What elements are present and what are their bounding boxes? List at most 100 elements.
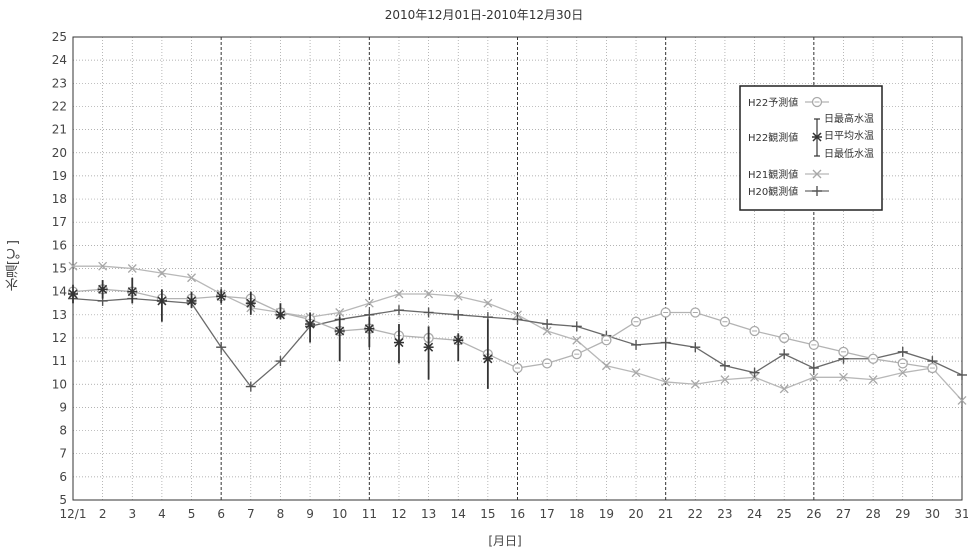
legend-label: H22予測値 <box>748 96 798 109</box>
data-point-circle <box>630 316 642 327</box>
legend-label: H20観測値 <box>748 185 798 198</box>
data-point-x <box>957 395 967 405</box>
data-point-asterisk <box>156 296 167 306</box>
data-point-circle <box>897 358 908 369</box>
data-point-plus <box>571 321 582 332</box>
legend-marker-circle <box>811 96 823 108</box>
series-line <box>72 288 933 369</box>
data-point-plus <box>423 307 434 318</box>
y-tick-label: 23 <box>52 76 67 90</box>
x-tick-label: 5 <box>188 507 196 521</box>
x-tick-label: 14 <box>451 507 466 521</box>
data-point-plus <box>512 314 523 325</box>
y-tick-label: 11 <box>52 354 67 368</box>
x-tick-label: 20 <box>628 507 643 521</box>
series-asterisk <box>68 277 493 389</box>
x-tick-label: 7 <box>247 507 255 521</box>
x-tick-label: 4 <box>158 507 166 521</box>
legend-label: H21観測値 <box>748 168 798 181</box>
data-point-asterisk <box>364 324 375 334</box>
x-tick-label: 30 <box>925 507 940 521</box>
data-point-circle <box>541 358 553 369</box>
y-tick-label: 9 <box>59 400 67 414</box>
legend-note: 日最低水温 <box>824 147 874 160</box>
data-point-x <box>839 372 848 382</box>
x-tick-label: 6 <box>217 507 225 521</box>
data-point-circle <box>927 362 938 374</box>
data-point-x <box>187 273 196 283</box>
data-point-plus <box>660 337 671 348</box>
x-tick-label: 29 <box>895 507 910 521</box>
x-tick-label: 16 <box>510 507 525 521</box>
x-tick-label: 10 <box>332 507 347 521</box>
data-point-plus <box>542 319 553 330</box>
x-tick-label: 28 <box>865 507 880 521</box>
y-tick-label: 7 <box>59 447 67 461</box>
data-point-asterisk <box>393 338 404 348</box>
data-point-plus <box>245 381 256 392</box>
legend-marker-plus <box>812 186 822 196</box>
data-point-x <box>720 375 730 385</box>
data-point-x <box>335 308 345 317</box>
data-point-circle <box>749 325 760 337</box>
y-tick-label: 14 <box>52 285 67 299</box>
data-point-plus <box>453 309 464 320</box>
data-point-x <box>483 298 493 308</box>
data-point-plus <box>631 339 642 350</box>
chart-title: 2010年12月01日-2010年12月30日 <box>384 8 584 22</box>
data-point-x <box>690 379 700 389</box>
y-tick-label: 18 <box>52 192 67 206</box>
data-point-asterisk <box>186 296 197 306</box>
data-point-asterisk <box>482 354 493 364</box>
x-tick-label: 25 <box>777 507 792 521</box>
x-tick-label: 22 <box>688 507 703 521</box>
legend-label: H22観測値 <box>748 131 798 144</box>
y-tick-label: 24 <box>52 53 67 67</box>
data-point-x <box>157 268 167 278</box>
data-point-x <box>898 368 908 378</box>
data-point-plus <box>749 367 760 378</box>
data-point-asterisk <box>334 326 345 336</box>
y-tick-label: 6 <box>59 470 67 484</box>
y-tick-label: 20 <box>52 146 67 160</box>
data-point-circle <box>867 353 879 364</box>
data-point-asterisk <box>127 287 138 297</box>
data-point-x <box>364 298 374 308</box>
x-tick-label: 17 <box>539 507 554 521</box>
data-point-asterisk <box>453 335 464 345</box>
y-tick-label: 5 <box>59 493 67 507</box>
axes: 567891011121314151617181920212223242512/… <box>52 30 968 521</box>
data-point-circle <box>808 339 819 351</box>
x-tick-label: 12/1 <box>60 507 87 521</box>
y-tick-label: 12 <box>52 331 67 345</box>
data-point-x <box>98 261 108 271</box>
data-point-plus <box>808 363 819 374</box>
data-point-plus <box>690 342 701 353</box>
y-tick-label: 22 <box>52 99 67 113</box>
data-point-plus <box>957 369 967 380</box>
data-point-x <box>601 361 611 371</box>
data-point-plus <box>719 360 730 371</box>
x-axis-label: [月日] <box>488 534 522 548</box>
data-point-plus <box>216 342 227 353</box>
data-point-asterisk <box>423 342 434 352</box>
legend-box <box>739 85 883 211</box>
x-tick-label: 15 <box>480 507 495 521</box>
x-tick-label: 26 <box>806 507 821 521</box>
data-point-plus <box>779 349 790 360</box>
data-point-x <box>779 384 789 394</box>
x-tick-label: 23 <box>717 507 732 521</box>
data-point-x <box>661 377 671 387</box>
data-point-circle <box>571 349 582 360</box>
plot-frame <box>72 36 963 501</box>
y-tick-label: 19 <box>52 169 67 183</box>
data-point-x <box>868 375 878 385</box>
data-point-circle <box>838 346 849 357</box>
data-point-x <box>68 261 78 271</box>
data-point-circle <box>779 332 790 344</box>
x-tick-label: 2 <box>99 507 107 521</box>
legend-note: 日最高水温 <box>824 112 874 125</box>
x-tick-label: 18 <box>569 507 584 521</box>
data-point-asterisk <box>305 319 316 329</box>
